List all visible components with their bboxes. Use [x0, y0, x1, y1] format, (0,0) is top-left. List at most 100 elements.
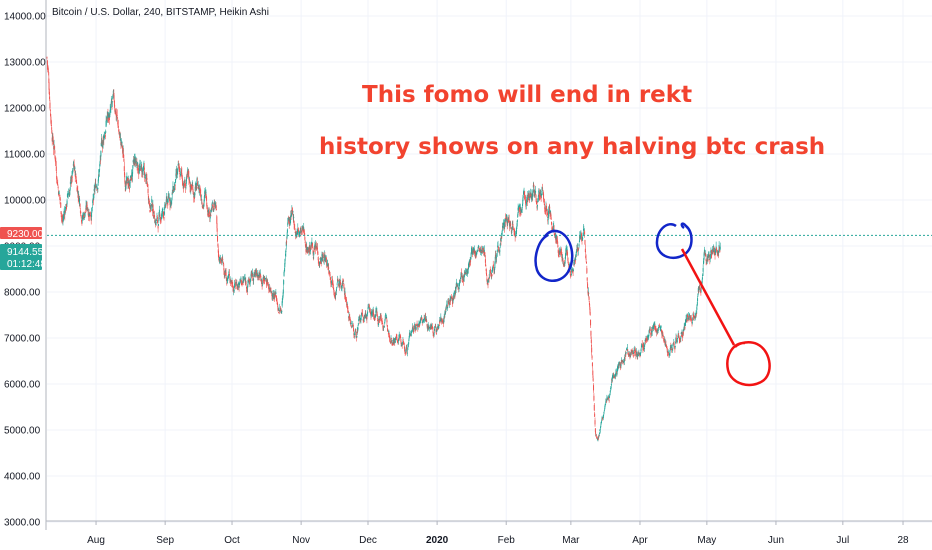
candle-body	[358, 319, 360, 322]
candle-body	[349, 318, 351, 321]
candle-body	[72, 168, 74, 170]
candle-body	[493, 270, 495, 273]
candle-body	[201, 199, 203, 201]
annotation-text-1[interactable]: This fomo will end in rekt	[362, 82, 692, 108]
candle-body	[84, 212, 86, 216]
candle-body	[629, 353, 631, 355]
candle-body	[297, 228, 299, 230]
candle-body	[162, 209, 164, 210]
candle-body	[433, 334, 435, 337]
candle-body	[423, 318, 425, 319]
red-target-circle[interactable]	[726, 341, 771, 387]
annotation-text-2[interactable]: history shows on any halving btc crash	[319, 134, 825, 160]
candle-body	[162, 208, 164, 212]
candle-body	[444, 316, 446, 318]
candle-body	[127, 178, 129, 181]
candle-body	[145, 179, 147, 183]
candle-body	[519, 204, 521, 208]
candle-body	[279, 310, 281, 312]
candle-body	[158, 217, 160, 221]
candle-body	[541, 193, 543, 196]
candle-body	[616, 374, 618, 376]
candle-body	[186, 175, 188, 179]
candle-body	[569, 274, 571, 276]
candle-body	[111, 102, 113, 104]
candle-body	[467, 270, 469, 273]
candle-body	[595, 433, 597, 436]
candle-body	[542, 188, 544, 190]
candle-body	[320, 261, 322, 264]
x-axis[interactable]: Aug Sep Oct Nov Dec 2020 Feb Mar Apr May Jun Jul 28	[87, 521, 909, 546]
candle-body	[299, 231, 301, 233]
candle-body	[181, 172, 183, 174]
candle-body	[353, 328, 355, 332]
candle-body	[138, 171, 140, 173]
candle-body	[373, 318, 375, 320]
drawings[interactable]	[534, 222, 771, 387]
candle-body	[308, 250, 310, 252]
candle-body	[547, 216, 549, 220]
candle-body	[100, 150, 102, 157]
candle-body	[188, 177, 190, 180]
candle-body	[272, 293, 274, 295]
candle-body	[621, 360, 623, 363]
candle-body	[83, 213, 85, 216]
candle-body	[418, 324, 420, 326]
candle-body	[49, 96, 51, 100]
candle-body	[211, 209, 213, 211]
candle-body	[465, 272, 467, 274]
candle-body	[142, 173, 144, 174]
candle-body	[510, 230, 512, 233]
x-tick-label: Sep	[156, 535, 174, 546]
candle-body	[631, 350, 633, 351]
candle-body	[486, 282, 488, 285]
candle-body	[557, 245, 559, 248]
blue-circle-march[interactable]	[534, 229, 574, 282]
candle-body	[152, 208, 154, 213]
candle-body	[347, 308, 349, 310]
candle-body	[194, 196, 195, 199]
candle-body	[518, 210, 520, 212]
candle-body	[305, 245, 307, 249]
candle-body	[585, 261, 587, 264]
candle-body	[347, 310, 349, 313]
candle-body	[146, 177, 148, 179]
candle-body	[633, 352, 635, 355]
candle-body	[78, 193, 80, 196]
candle-body	[675, 341, 677, 344]
candle-body	[179, 173, 181, 176]
candle-body	[247, 285, 249, 288]
candle-body	[206, 202, 208, 207]
candle-body	[682, 335, 684, 338]
candle-body	[688, 315, 690, 317]
candle-body	[663, 340, 665, 342]
candle-body	[265, 279, 267, 280]
candle-body	[55, 161, 57, 164]
candle-body	[611, 379, 613, 382]
candle-body	[496, 249, 498, 252]
candle-body	[239, 280, 241, 282]
candle-body	[218, 260, 220, 262]
candle-body	[108, 114, 110, 118]
candle-body	[652, 326, 654, 330]
candle-body	[584, 248, 586, 252]
candle-body	[560, 251, 562, 253]
candle-body	[364, 312, 366, 316]
candle-body	[709, 259, 711, 261]
candle-body	[136, 167, 138, 171]
candle-body	[632, 351, 634, 353]
candle-body	[241, 283, 243, 284]
y-tick-label: 11000.00	[4, 150, 45, 161]
red-trend-line[interactable]	[680, 248, 736, 346]
candle-body	[513, 228, 515, 230]
candle-body	[418, 322, 420, 325]
candle-body	[235, 284, 237, 286]
candle-body	[553, 226, 555, 227]
candle-body	[529, 196, 531, 199]
candle-body	[599, 430, 601, 432]
candle-body	[323, 258, 325, 261]
candle-body	[334, 296, 336, 299]
candle-body	[154, 222, 156, 225]
candle-body	[339, 279, 341, 281]
